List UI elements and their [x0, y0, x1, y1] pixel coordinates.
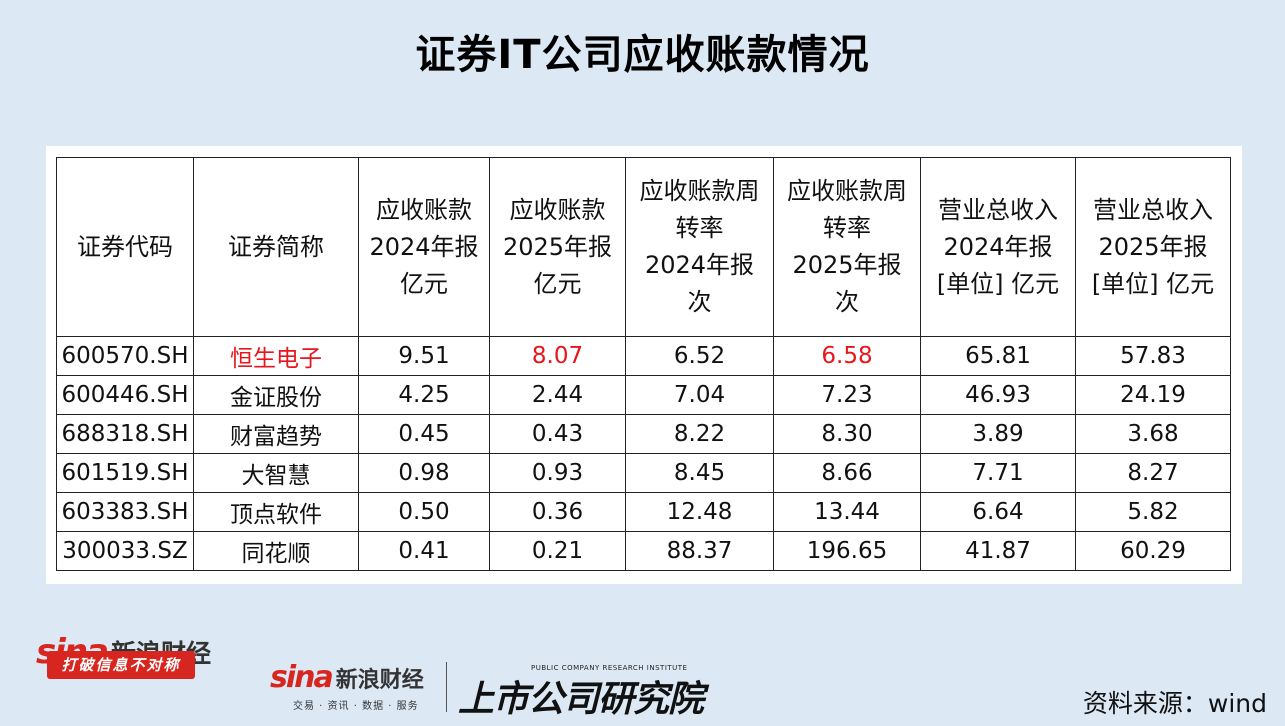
- header-cell: 营业总收入 2025年报 [单位] 亿元: [1075, 157, 1231, 337]
- page-title: 证券IT公司应收账款情况: [415, 32, 870, 78]
- table-cell: 60.29: [1075, 531, 1231, 571]
- table-cell: 0.41: [358, 531, 490, 571]
- sina-finance-logo-small: sina 新浪财经: [270, 660, 424, 695]
- table-cell: 3.89: [920, 414, 1076, 454]
- table-row: 603383.SH 顶点软件 0.50 0.36 12.48 13.44 6.6…: [56, 492, 1231, 532]
- institute-logo: 上市公司研究院: [458, 679, 704, 720]
- table-cell: 688318.SH: [56, 414, 194, 454]
- table-cell: 财富趋势: [193, 414, 359, 454]
- table-cell: 0.43: [489, 414, 626, 454]
- table-cell: 13.44: [773, 492, 921, 532]
- table-cell: 7.04: [625, 375, 774, 415]
- table-cell: 6.58: [773, 336, 921, 376]
- header-cell: 营业总收入 2024年报 [单位] 亿元: [920, 157, 1076, 337]
- logo-divider: [446, 662, 447, 712]
- table-cell: 6.64: [920, 492, 1076, 532]
- table-row: 688318.SH 财富趋势 0.45 0.43 8.22 8.30 3.89 …: [56, 414, 1231, 454]
- table-cell: 8.30: [773, 414, 921, 454]
- table-cell: 196.65: [773, 531, 921, 571]
- header-row: 证券代码 证券简称 应收账款 2024年报 亿元 应收账款 2025年报 亿元 应收账款…: [56, 157, 1231, 337]
- table-cell: 0.98: [358, 453, 490, 493]
- table-cell: 57.83: [1075, 336, 1231, 376]
- table-cell: 8.66: [773, 453, 921, 493]
- table-cell: 65.81: [920, 336, 1076, 376]
- table-panel: 证券代码 证券简称 应收账款 2024年报 亿元 应收账款 2025年报 亿元 应收账款…: [46, 146, 1242, 584]
- sina-finance-cn: 新浪财经: [335, 667, 424, 693]
- table-cell: 顶点软件: [193, 492, 359, 532]
- source-note: 资料来源：wind: [1082, 689, 1267, 718]
- table-cell: 603383.SH: [56, 492, 194, 532]
- table-cell: 8.07: [489, 336, 626, 376]
- slogan-badge: 打破信息不对称: [47, 651, 195, 679]
- header-cell: 应收账款 2025年报 亿元: [489, 157, 626, 337]
- header-cell: 应收账款周 转率 2025年报次: [773, 157, 921, 337]
- table-cell: 46.93: [920, 375, 1076, 415]
- header-cell: 应收账款 2024年报 亿元: [358, 157, 490, 337]
- header-cell: 证券简称: [193, 157, 359, 337]
- table-cell: 300033.SZ: [56, 531, 194, 571]
- table-cell: 0.50: [358, 492, 490, 532]
- table-cell: 24.19: [1075, 375, 1231, 415]
- sina-logo-word: sina: [270, 660, 334, 695]
- table-cell: 6.52: [625, 336, 774, 376]
- table-cell: 12.48: [625, 492, 774, 532]
- institute-en: PUBLIC COMPANY RESEARCH INSTITUTE: [531, 664, 688, 672]
- table-cell: 600446.SH: [56, 375, 194, 415]
- receivables-table: 证券代码 证券简称 应收账款 2024年报 亿元 应收账款 2025年报 亿元 应收账款…: [56, 157, 1231, 571]
- sina-subtitle: 交易 · 资讯 · 数据 · 服务: [293, 701, 419, 712]
- table-cell: 恒生电子: [193, 336, 359, 376]
- table-cell: 0.45: [358, 414, 490, 454]
- table-cell: 3.68: [1075, 414, 1231, 454]
- table-cell: 0.21: [489, 531, 626, 571]
- table-cell: 600570.SH: [56, 336, 194, 376]
- table-cell: 0.93: [489, 453, 626, 493]
- table-row: 300033.SZ 同花顺 0.41 0.21 88.37 196.65 41.…: [56, 531, 1231, 571]
- header-cell: 应收账款周 转率 2024年报次: [625, 157, 774, 337]
- table-cell: 5.82: [1075, 492, 1231, 532]
- table-cell: 大智慧: [193, 453, 359, 493]
- table-cell: 7.23: [773, 375, 921, 415]
- table-cell: 9.51: [358, 336, 490, 376]
- table-row: 600570.SH 恒生电子 9.51 8.07 6.52 6.58 65.81…: [56, 336, 1231, 376]
- table-cell: 8.22: [625, 414, 774, 454]
- table-cell: 7.71: [920, 453, 1076, 493]
- table-cell: 2.44: [489, 375, 626, 415]
- table-row: 600446.SH 金证股份 4.25 2.44 7.04 7.23 46.93…: [56, 375, 1231, 415]
- table-row: 601519.SH 大智慧 0.98 0.93 8.45 8.66 7.71 8…: [56, 453, 1231, 493]
- table-cell: 同花顺: [193, 531, 359, 571]
- header-cell: 证券代码: [56, 157, 194, 337]
- table-cell: 0.36: [489, 492, 626, 532]
- table-cell: 金证股份: [193, 375, 359, 415]
- table-cell: 601519.SH: [56, 453, 194, 493]
- table-cell: 41.87: [920, 531, 1076, 571]
- table-cell: 4.25: [358, 375, 490, 415]
- table-cell: 8.45: [625, 453, 774, 493]
- table-cell: 8.27: [1075, 453, 1231, 493]
- table-cell: 88.37: [625, 531, 774, 571]
